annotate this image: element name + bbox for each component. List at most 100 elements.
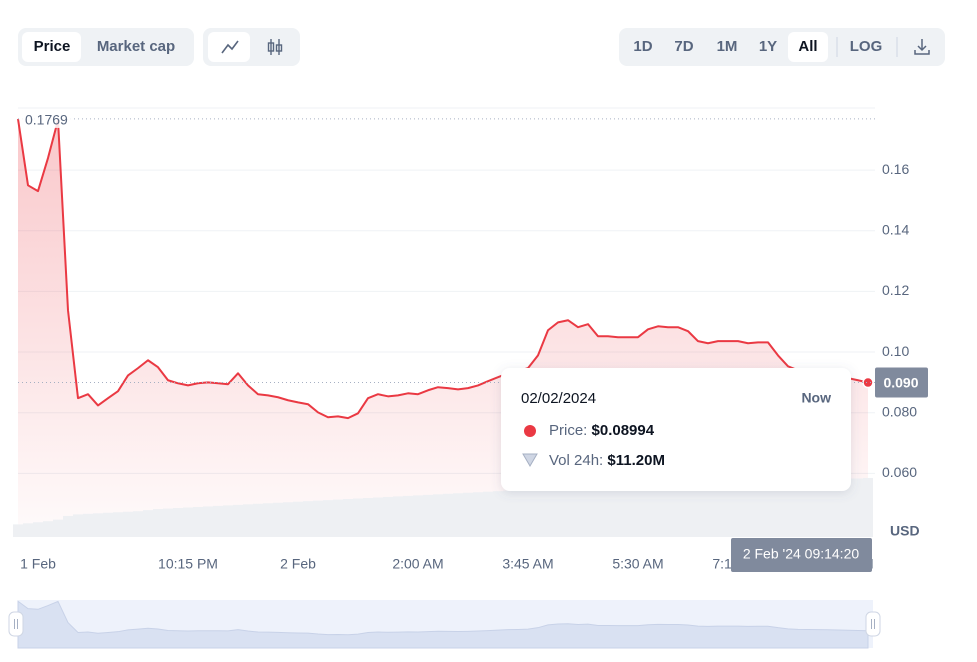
volume-bar — [323, 500, 333, 537]
volume-bar — [773, 481, 783, 537]
volume-bar — [23, 523, 33, 537]
overlay: 0.060 0.080 0.10 0.12 0.14 0.16 1 Feb 10:15 PM 2… — [18, 109, 928, 572]
volume-bar — [643, 485, 653, 537]
range-button[interactable]: All — [798, 38, 817, 55]
volume-bar — [443, 493, 453, 537]
volume-bar — [683, 484, 693, 537]
volume-bar — [293, 501, 303, 537]
volume-bar — [413, 495, 423, 537]
volume-bar — [93, 513, 103, 537]
volume-bar — [13, 524, 23, 537]
x-tick-label: 10:15 PM — [158, 556, 218, 572]
navigator-handle[interactable] — [8, 611, 24, 637]
volume-bar — [723, 483, 733, 537]
volume-bar — [463, 492, 473, 537]
y-unit-label: USD — [890, 523, 920, 539]
volume-bar — [213, 505, 223, 537]
volume-bar — [473, 492, 483, 537]
volume-bar — [233, 504, 243, 537]
volume-bar — [383, 496, 393, 537]
crosshair-label: 2 Feb '24 09:14:20 — [743, 546, 860, 562]
volume-bar — [193, 506, 203, 537]
volume-bar — [813, 479, 823, 537]
volume-bar — [603, 486, 613, 537]
download-icon[interactable] — [914, 39, 930, 55]
tooltip-volume-name: Vol 24h: — [549, 452, 603, 469]
candle-icon[interactable] — [267, 39, 283, 55]
volume-bar — [163, 508, 173, 537]
tooltip: 02/02/2024 Now Price: $0.08994 Vol 24h: … — [501, 368, 851, 491]
volume-bar — [513, 490, 523, 537]
volume-bar — [533, 489, 543, 537]
volume-bar — [433, 494, 443, 537]
volume-bar — [273, 502, 283, 537]
tooltip-box — [501, 368, 851, 491]
y-tick-label: 0.16 — [882, 161, 909, 177]
y-tick-label: 0.060 — [882, 464, 917, 480]
range-button[interactable]: 7D — [674, 38, 693, 55]
volume-bar — [423, 494, 433, 537]
volume-bar — [703, 483, 713, 537]
volume-bar — [713, 483, 723, 537]
volume-bar — [83, 513, 93, 537]
y-tick-label: 0.080 — [882, 403, 917, 419]
range-button[interactable]: 1D — [633, 38, 652, 55]
tab-market-cap[interactable]: Market cap — [97, 38, 175, 55]
volume-bar — [693, 483, 703, 537]
volume-bar — [103, 512, 113, 537]
volume-bar — [523, 489, 533, 537]
tooltip-date: 02/02/2024 — [521, 390, 596, 407]
log-button[interactable]: LOG — [850, 38, 883, 55]
volume-bar — [843, 478, 853, 537]
volume-bar — [43, 521, 53, 537]
x-tick-label: 2:00 AM — [392, 556, 443, 572]
volume-bar — [113, 512, 123, 537]
volume-bar — [783, 480, 793, 537]
range-tabs — [619, 28, 945, 66]
price-line — [17, 118, 869, 420]
navigator — [8, 600, 881, 649]
volume-bar — [573, 486, 583, 537]
navigator-area — [17, 600, 869, 649]
volume-bar — [313, 500, 323, 537]
navigator-handle[interactable] — [865, 611, 881, 637]
volume-bar — [73, 514, 83, 537]
volume-bar — [303, 501, 313, 537]
volume-bar — [53, 519, 63, 537]
volume-bar — [503, 490, 513, 537]
volume-bar — [33, 522, 43, 537]
range-button[interactable]: 1Y — [759, 38, 777, 55]
volume-bar — [363, 498, 373, 537]
volume-bar — [593, 486, 603, 537]
range-button[interactable]: 1M — [717, 38, 738, 55]
volume-bar — [623, 485, 633, 537]
volume-bar — [203, 506, 213, 537]
volume-bar — [263, 503, 273, 537]
volume-bar — [653, 484, 663, 537]
volume-bar — [453, 493, 463, 537]
max-marker-label: 0.1769 — [25, 112, 68, 128]
tooltip-price-name: Price: — [549, 422, 587, 439]
x-tick-label: 2 Feb — [280, 556, 316, 572]
volume-bar — [553, 487, 563, 537]
x-tick-label: 3:45 AM — [502, 556, 553, 572]
volume-bar — [253, 503, 263, 537]
volume-bar — [223, 505, 233, 537]
volume-bar — [123, 511, 133, 537]
crosshair-badge: 2 Feb '24 09:14:20 — [731, 538, 872, 572]
volume-bar — [673, 484, 683, 537]
volume-bar — [493, 491, 503, 537]
volume-bar — [373, 497, 383, 537]
y-tick-label: 0.10 — [882, 343, 909, 359]
volume-bar — [663, 484, 673, 537]
tooltip-volume-label: Vol 24h: $11.20M — [549, 452, 665, 469]
volume-bar — [393, 496, 403, 537]
max-marker-bg — [21, 109, 71, 128]
tab-price[interactable]: Price — [34, 38, 71, 55]
tooltip-price-value: $0.08994 — [592, 422, 655, 439]
volume-bar — [743, 482, 753, 537]
volume-bar — [853, 478, 863, 537]
y-tick-label: 0.14 — [882, 221, 909, 237]
x-tick-label: 1 Feb — [20, 556, 56, 572]
